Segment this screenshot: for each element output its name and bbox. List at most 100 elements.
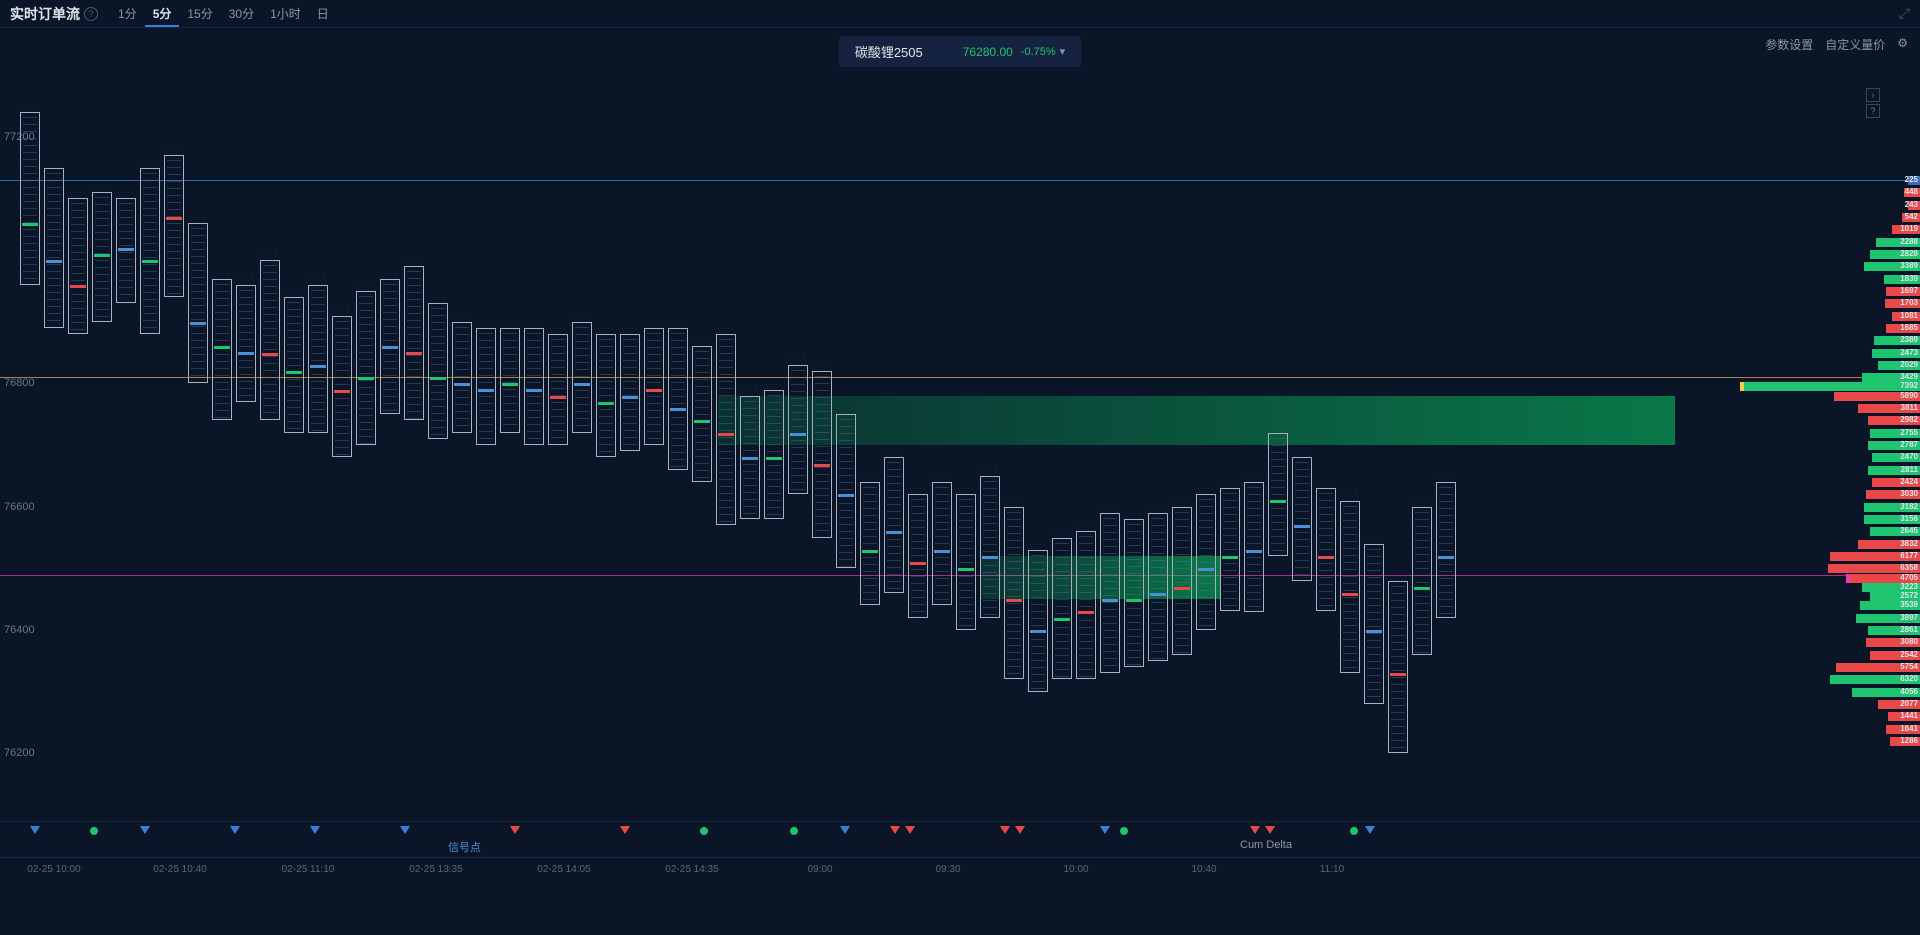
- timeframe-日[interactable]: 日: [309, 3, 337, 25]
- footprint-candle[interactable]: [572, 322, 592, 433]
- volume-profile-value: 3389: [1900, 261, 1918, 270]
- timeframe-1分[interactable]: 1分: [110, 3, 145, 25]
- footprint-candle[interactable]: [932, 482, 952, 605]
- timeframe-5分[interactable]: 5分: [145, 3, 180, 27]
- volume-profile-bar: [1740, 382, 1920, 391]
- footprint-candle[interactable]: [452, 322, 472, 433]
- volume-profile-value: 243: [1905, 200, 1918, 209]
- footprint-candle[interactable]: [740, 396, 760, 519]
- footprint-candle[interactable]: [1100, 513, 1120, 673]
- footprint-candle[interactable]: [692, 346, 712, 482]
- footprint-candle[interactable]: [68, 198, 88, 334]
- footprint-candle[interactable]: [860, 482, 880, 605]
- footprint-candle[interactable]: [980, 476, 1000, 618]
- footprint-candle[interactable]: [428, 303, 448, 439]
- footprint-candle[interactable]: [1076, 531, 1096, 679]
- footprint-candle[interactable]: [116, 198, 136, 303]
- footprint-candle[interactable]: [1148, 513, 1168, 661]
- footprint-candle[interactable]: [1340, 501, 1360, 674]
- custom-volume-link[interactable]: 自定义量价: [1825, 36, 1885, 53]
- footprint-candle[interactable]: [764, 390, 784, 520]
- footprint-candle[interactable]: [500, 328, 520, 433]
- volume-profile-value: 5754: [1900, 662, 1918, 671]
- footprint-candle[interactable]: [212, 279, 232, 421]
- footprint-candle[interactable]: [836, 414, 856, 568]
- poc-marker: [1006, 599, 1022, 602]
- footprint-candle[interactable]: [908, 494, 928, 617]
- footprint-candle[interactable]: [284, 297, 304, 433]
- footprint-candle[interactable]: [644, 328, 664, 445]
- footprint-candle[interactable]: [668, 328, 688, 470]
- footprint-candle[interactable]: [1124, 519, 1144, 667]
- footprint-candle[interactable]: [1364, 544, 1384, 704]
- footprint-candle[interactable]: [1268, 433, 1288, 556]
- volume-profile-value: 542: [1905, 212, 1918, 221]
- footprint-candle[interactable]: [356, 291, 376, 445]
- footprint-candle[interactable]: [332, 316, 352, 458]
- footprint-candle[interactable]: [884, 457, 904, 593]
- footprint-candle[interactable]: [308, 285, 328, 433]
- footprint-candle[interactable]: [1004, 507, 1024, 680]
- volume-profile-value: 1441: [1900, 711, 1918, 720]
- footprint-candle[interactable]: [380, 279, 400, 415]
- footprint-candle[interactable]: [92, 192, 112, 322]
- poc-marker: [1342, 593, 1358, 596]
- footprint-candle[interactable]: [788, 365, 808, 495]
- footprint-candle[interactable]: [1436, 482, 1456, 618]
- timeframe-1小时[interactable]: 1小时: [262, 3, 309, 25]
- poc-marker: [94, 254, 110, 257]
- footprint-candle[interactable]: [620, 334, 640, 451]
- gear-icon[interactable]: ⚙: [1897, 36, 1908, 53]
- expand-icon[interactable]: ⤢: [1899, 5, 1910, 22]
- footprint-candle[interactable]: [548, 334, 568, 445]
- footprint-candle[interactable]: [1244, 482, 1264, 612]
- volume-profile-value: 2473: [1900, 348, 1918, 357]
- signal-marker: [1265, 826, 1275, 834]
- volume-profile-value: 1641: [1900, 724, 1918, 733]
- footprint-candle[interactable]: [404, 266, 424, 420]
- footprint-candle[interactable]: [524, 328, 544, 445]
- footprint-candle[interactable]: [1172, 507, 1192, 655]
- footprint-candle[interactable]: [812, 371, 832, 538]
- poc-marker: [1150, 593, 1166, 596]
- help-icon[interactable]: ?: [84, 7, 98, 21]
- poc-marker: [886, 531, 902, 534]
- footprint-candle[interactable]: [236, 285, 256, 402]
- poc-marker: [454, 383, 470, 386]
- poc-marker: [742, 457, 758, 460]
- footprint-candle[interactable]: [1292, 457, 1312, 580]
- x-axis-label: 02-25 13:35: [409, 864, 462, 875]
- footprint-candle[interactable]: [260, 260, 280, 420]
- orderflow-chart[interactable]: 7720076800766007640076200· · ·· · ·· · ·…: [0, 75, 1920, 875]
- footprint-candle[interactable]: [188, 223, 208, 383]
- poc-marker: [766, 457, 782, 460]
- footprint-candle[interactable]: [140, 168, 160, 335]
- signal-row-label: 信号点: [448, 839, 481, 855]
- param-settings-link[interactable]: 参数设置: [1765, 36, 1813, 53]
- footprint-candle[interactable]: [716, 334, 736, 525]
- x-axis-label: 09:00: [807, 864, 832, 875]
- volume-profile-value: 3182: [1900, 502, 1918, 511]
- instrument-bar: 碳酸锂2505 76280.00 -0.75% ▾ 参数设置 自定义量价 ⚙: [0, 28, 1920, 75]
- footprint-candle[interactable]: [1412, 507, 1432, 655]
- instrument-price: 76280.00: [963, 45, 1013, 59]
- footprint-candle[interactable]: [44, 168, 64, 328]
- timeframe-15分[interactable]: 15分: [179, 3, 220, 25]
- signal-marker: [90, 827, 98, 835]
- footprint-candle[interactable]: [164, 155, 184, 297]
- timeframe-30分[interactable]: 30分: [221, 3, 262, 25]
- footprint-candle[interactable]: [476, 328, 496, 445]
- footprint-candle[interactable]: [1028, 550, 1048, 692]
- poc-marker: [550, 396, 566, 399]
- footprint-candle[interactable]: [1052, 538, 1072, 680]
- footprint-candle[interactable]: [20, 112, 40, 285]
- footprint-candle[interactable]: [1220, 488, 1240, 611]
- instrument-selector[interactable]: 碳酸锂2505 76280.00 -0.75% ▾: [839, 36, 1081, 67]
- footprint-candle[interactable]: [596, 334, 616, 457]
- footprint-candle[interactable]: [1196, 494, 1216, 630]
- page-title: 实时订单流: [10, 4, 80, 24]
- footprint-candle[interactable]: [956, 494, 976, 630]
- poc-marker: [670, 408, 686, 411]
- footprint-candle[interactable]: [1316, 488, 1336, 611]
- footprint-candle[interactable]: [1388, 581, 1408, 754]
